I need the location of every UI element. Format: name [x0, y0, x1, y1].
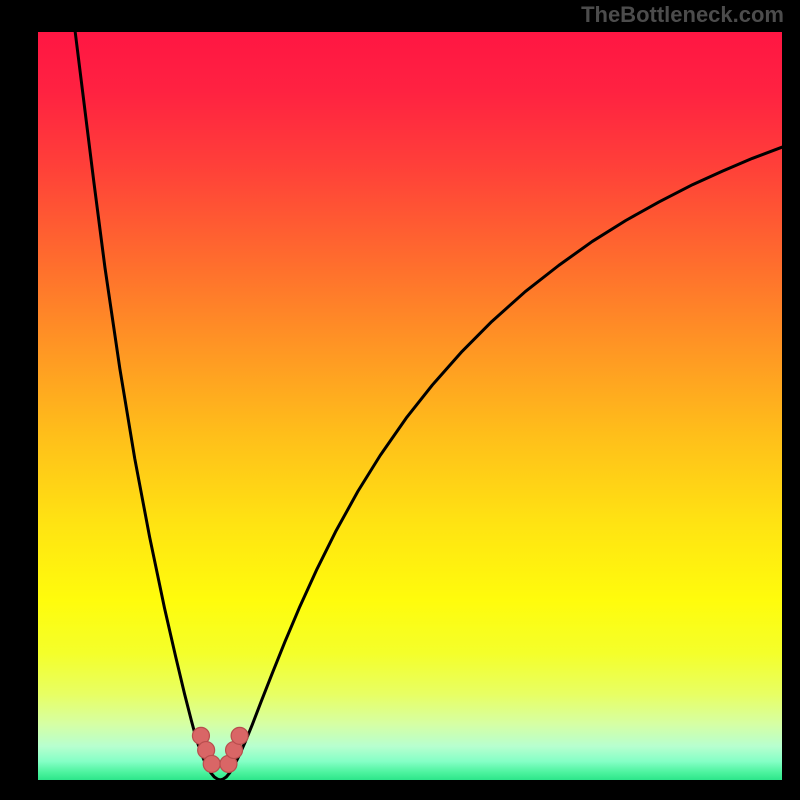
bottleneck-chart	[0, 0, 800, 800]
data-marker	[231, 727, 248, 744]
data-marker	[203, 755, 220, 772]
watermark-text: TheBottleneck.com	[581, 2, 784, 28]
chart-background	[38, 32, 782, 780]
chart-frame: TheBottleneck.com	[0, 0, 800, 800]
